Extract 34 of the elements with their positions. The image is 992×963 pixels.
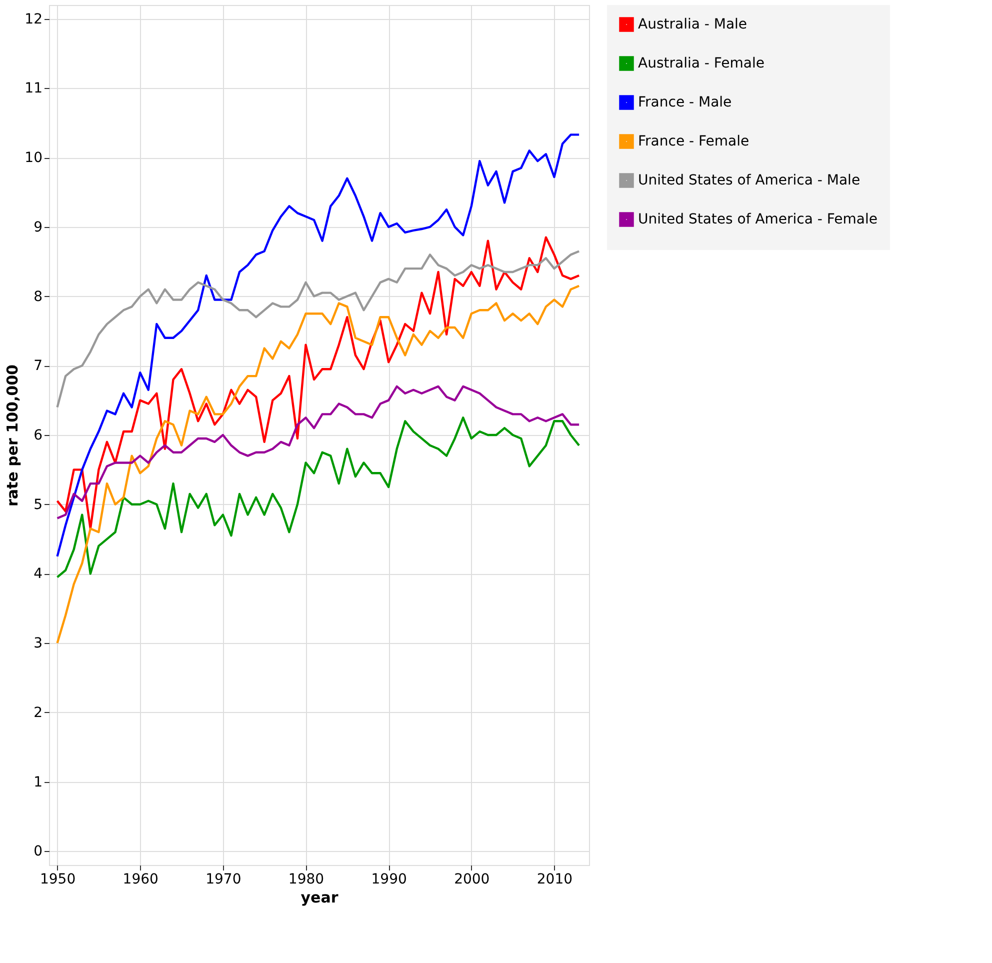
x-tick-label: 1970 [206, 872, 242, 888]
legend-label: Australia - Female [638, 56, 764, 72]
x-tick-label: 1960 [122, 872, 158, 888]
line-series [56, 385, 580, 520]
y-tick-label: 8 [34, 288, 42, 305]
legend-label: France - Female [638, 134, 750, 150]
line-series [56, 284, 580, 644]
y-axis-title: rate per 100,000 [4, 364, 22, 506]
x-tick-label: 1950 [40, 872, 76, 888]
y-tick-label: 10 [24, 150, 42, 166]
x-tick-label: 1980 [288, 872, 324, 888]
line-series [56, 416, 580, 578]
y-tick-label: 2 [34, 704, 42, 721]
y-tick-label: 9 [34, 219, 42, 236]
line-series [56, 134, 580, 558]
line-series [56, 236, 580, 530]
line-series [56, 250, 580, 408]
legend-label: United States of America - Female [638, 212, 878, 228]
y-tick-label: 3 [34, 636, 42, 652]
x-tick-label: 2010 [536, 872, 573, 888]
legend-label: United States of America - Male [638, 172, 860, 188]
y-tick-label: 1 [34, 774, 42, 790]
y-tick-label: 11 [24, 80, 42, 97]
x-tick-label: 1990 [371, 872, 407, 888]
x-axis-title: year [300, 888, 339, 906]
y-tick-label: 6 [34, 428, 43, 444]
y-tick-label: 4 [34, 566, 43, 582]
x-tick-label: 2000 [454, 872, 490, 888]
y-tick-label: 12 [24, 11, 42, 28]
y-tick-label: 0 [34, 844, 42, 860]
legend-label: Australia - Male [638, 16, 748, 32]
y-tick-label: 5 [34, 496, 42, 513]
legend-label: France - Male [638, 94, 732, 110]
y-tick-label: 7 [34, 358, 42, 374]
